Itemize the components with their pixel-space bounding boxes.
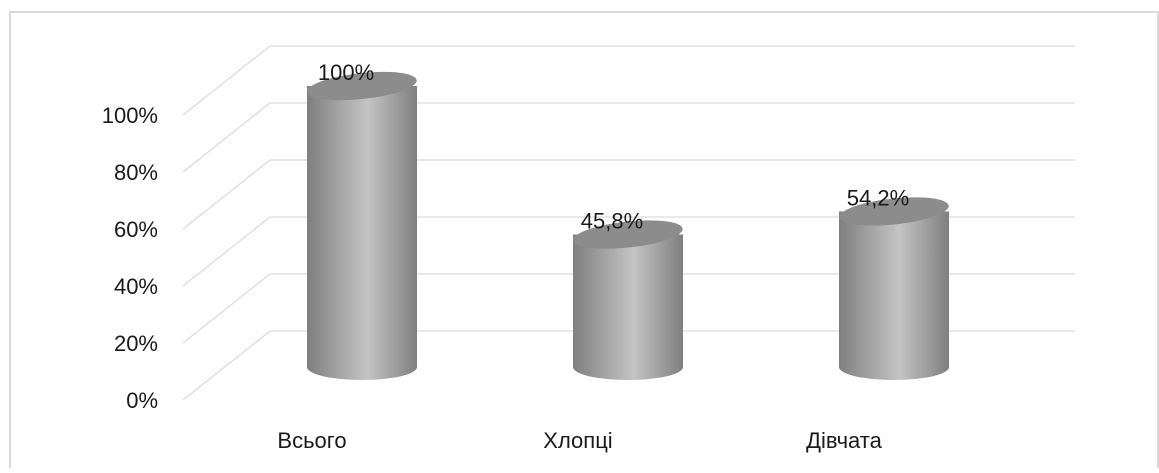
x-tick-label: Всього [277,428,346,453]
bar-body [307,86,417,380]
bar [573,220,683,380]
bars: 100% 45,8% 54,2% [307,60,949,380]
gridline-diagonal [182,330,271,401]
y-tick-label: 80% [114,160,158,185]
gridline-diagonal [182,273,271,344]
bar-top [573,220,683,249]
gridline-diagonal [182,45,271,116]
y-tick-label: 100% [102,103,158,128]
data-label: 45,8% [581,209,643,234]
y-axis-ticks: 0% 20% 40% 60% 80% 100% [102,103,158,413]
x-axis-labels: Всього Хлопці Дівчата [277,428,882,453]
y-tick-label: 40% [114,274,158,299]
bar [839,197,949,380]
bar-body [839,211,949,380]
bar [307,71,417,380]
bar-top [307,71,417,101]
data-label: 54,2% [847,185,909,210]
x-tick-label: Дівчата [806,428,883,453]
y-tick-label: 20% [114,331,158,356]
gridline-diagonal [182,216,271,287]
y-tick-label: 0% [126,388,158,413]
bar-body [573,234,683,380]
y-tick-label: 60% [114,217,158,242]
gridline-diagonal [182,102,271,173]
gridline-diagonal [182,159,271,230]
bar-top [839,197,949,226]
x-tick-label: Хлопці [543,428,612,453]
data-label: 100% [318,60,374,85]
